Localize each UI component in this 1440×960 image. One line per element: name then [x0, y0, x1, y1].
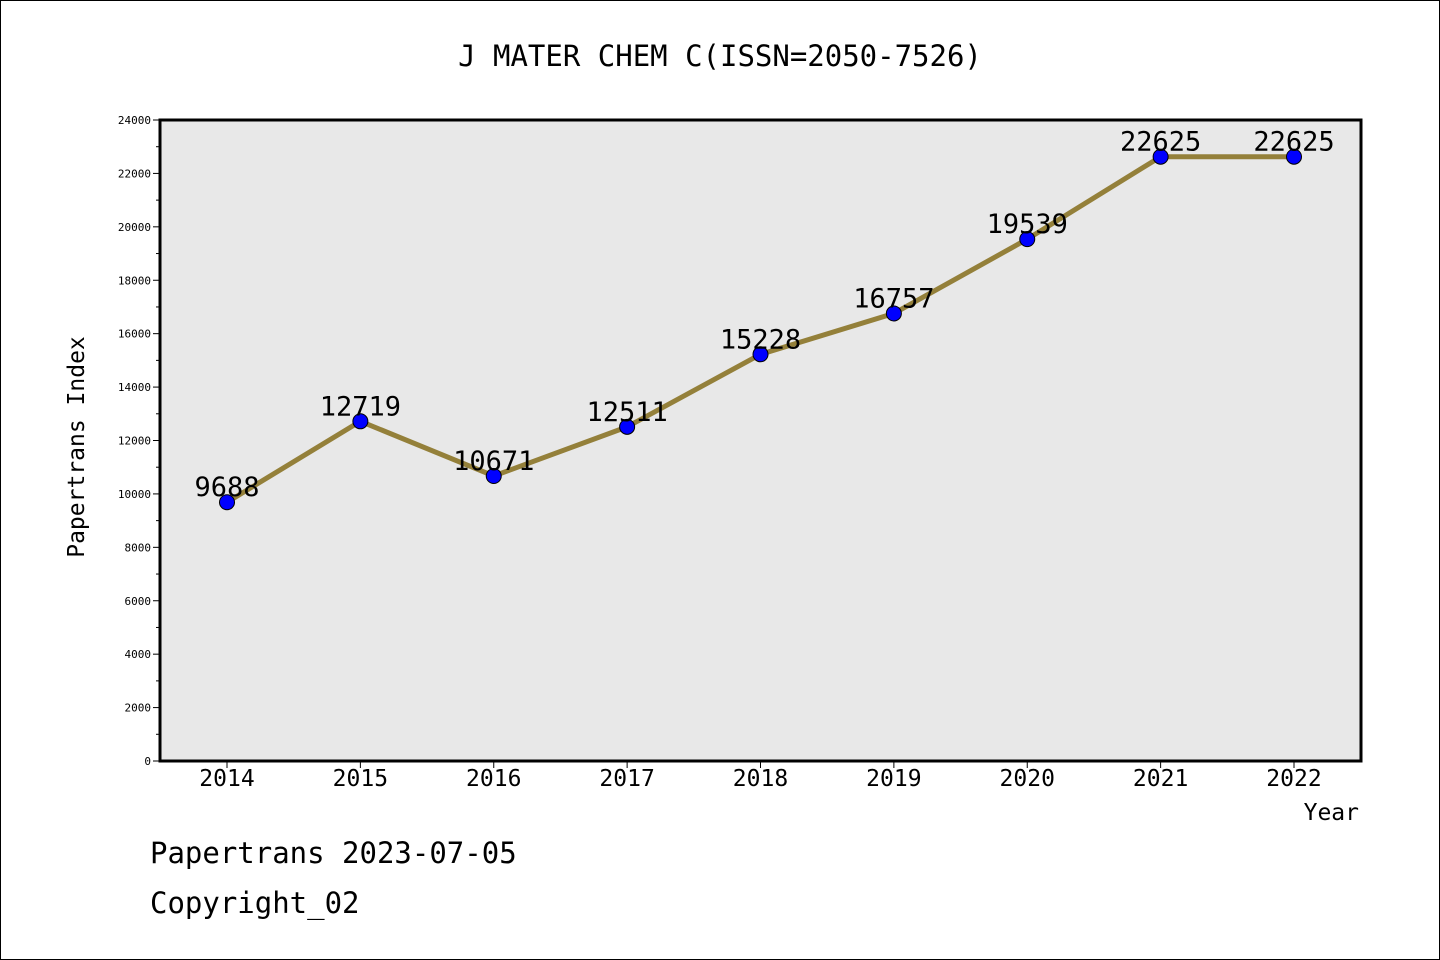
x-tick-label: 2017: [599, 766, 654, 792]
data-point-marker: [1152, 148, 1169, 165]
plot-area: [158, 118, 1363, 763]
data-label-group: 9688 12719 10671 12511 15228 16757 19539 22625 2…: [194, 127, 1334, 504]
footer-copyright: Copyright_02: [150, 886, 360, 921]
data-label: 19539: [987, 209, 1068, 240]
data-label: 9688: [194, 472, 259, 503]
data-label: 12511: [586, 397, 667, 428]
y-tick-label: 18000: [118, 274, 151, 287]
y-tick-label: 0: [144, 755, 151, 768]
y-axis-label: Papertrans Index: [64, 336, 90, 558]
y-tick-label: 22000: [118, 167, 151, 180]
x-tick-label: 2018: [733, 766, 788, 792]
marker-group: [219, 148, 1302, 511]
data-label: 16757: [853, 283, 934, 314]
data-point-marker: [1286, 148, 1302, 165]
data-label: 22625: [1120, 127, 1201, 158]
x-tick-label: 2021: [1133, 766, 1188, 792]
y-tick-label: 2000: [125, 702, 152, 715]
y-tick-label: 4000: [125, 648, 152, 661]
y-tick-label: 12000: [118, 435, 151, 448]
chart-title: J MATER CHEM C(ISSN=2050-7526): [458, 39, 982, 73]
data-point-marker: [619, 418, 636, 435]
x-tick-label: 2022: [1266, 766, 1321, 792]
x-tick-label: 2016: [466, 766, 521, 792]
data-point-marker: [885, 305, 902, 322]
data-label: 12719: [320, 391, 401, 422]
x-tick-label: 2014: [199, 766, 254, 792]
x-axis-label: Year: [1304, 800, 1359, 826]
footer-source: Papertrans 2023-07-05: [150, 836, 517, 870]
data-point-marker: [352, 413, 369, 430]
data-label: 10671: [453, 446, 534, 477]
data-point-marker: [752, 346, 769, 363]
data-point-marker: [219, 494, 235, 511]
x-axis: 2014 2015 2016 2017 2018 2019 2020 2021 2022: [199, 761, 1322, 792]
data-label: 15228: [720, 324, 801, 355]
data-point-marker: [1019, 231, 1036, 248]
y-tick-label: 14000: [118, 381, 151, 394]
y-tick-label: 8000: [125, 541, 152, 554]
x-tick-label: 2015: [333, 766, 388, 792]
x-tick-label: 2020: [1000, 766, 1055, 792]
y-tick-label: 6000: [125, 595, 152, 608]
x-tick-label: 2019: [866, 766, 921, 792]
data-point-marker: [485, 467, 502, 484]
y-tick-label: 10000: [118, 488, 151, 501]
y-tick-label: 20000: [118, 221, 151, 234]
y-axis: 0 2000 4000 6000 8000 10000 12000 14000 16000 180…: [118, 114, 160, 768]
y-tick-label: 24000: [118, 114, 151, 127]
y-tick-label: 16000: [118, 328, 151, 341]
data-label: 22625: [1253, 127, 1334, 158]
